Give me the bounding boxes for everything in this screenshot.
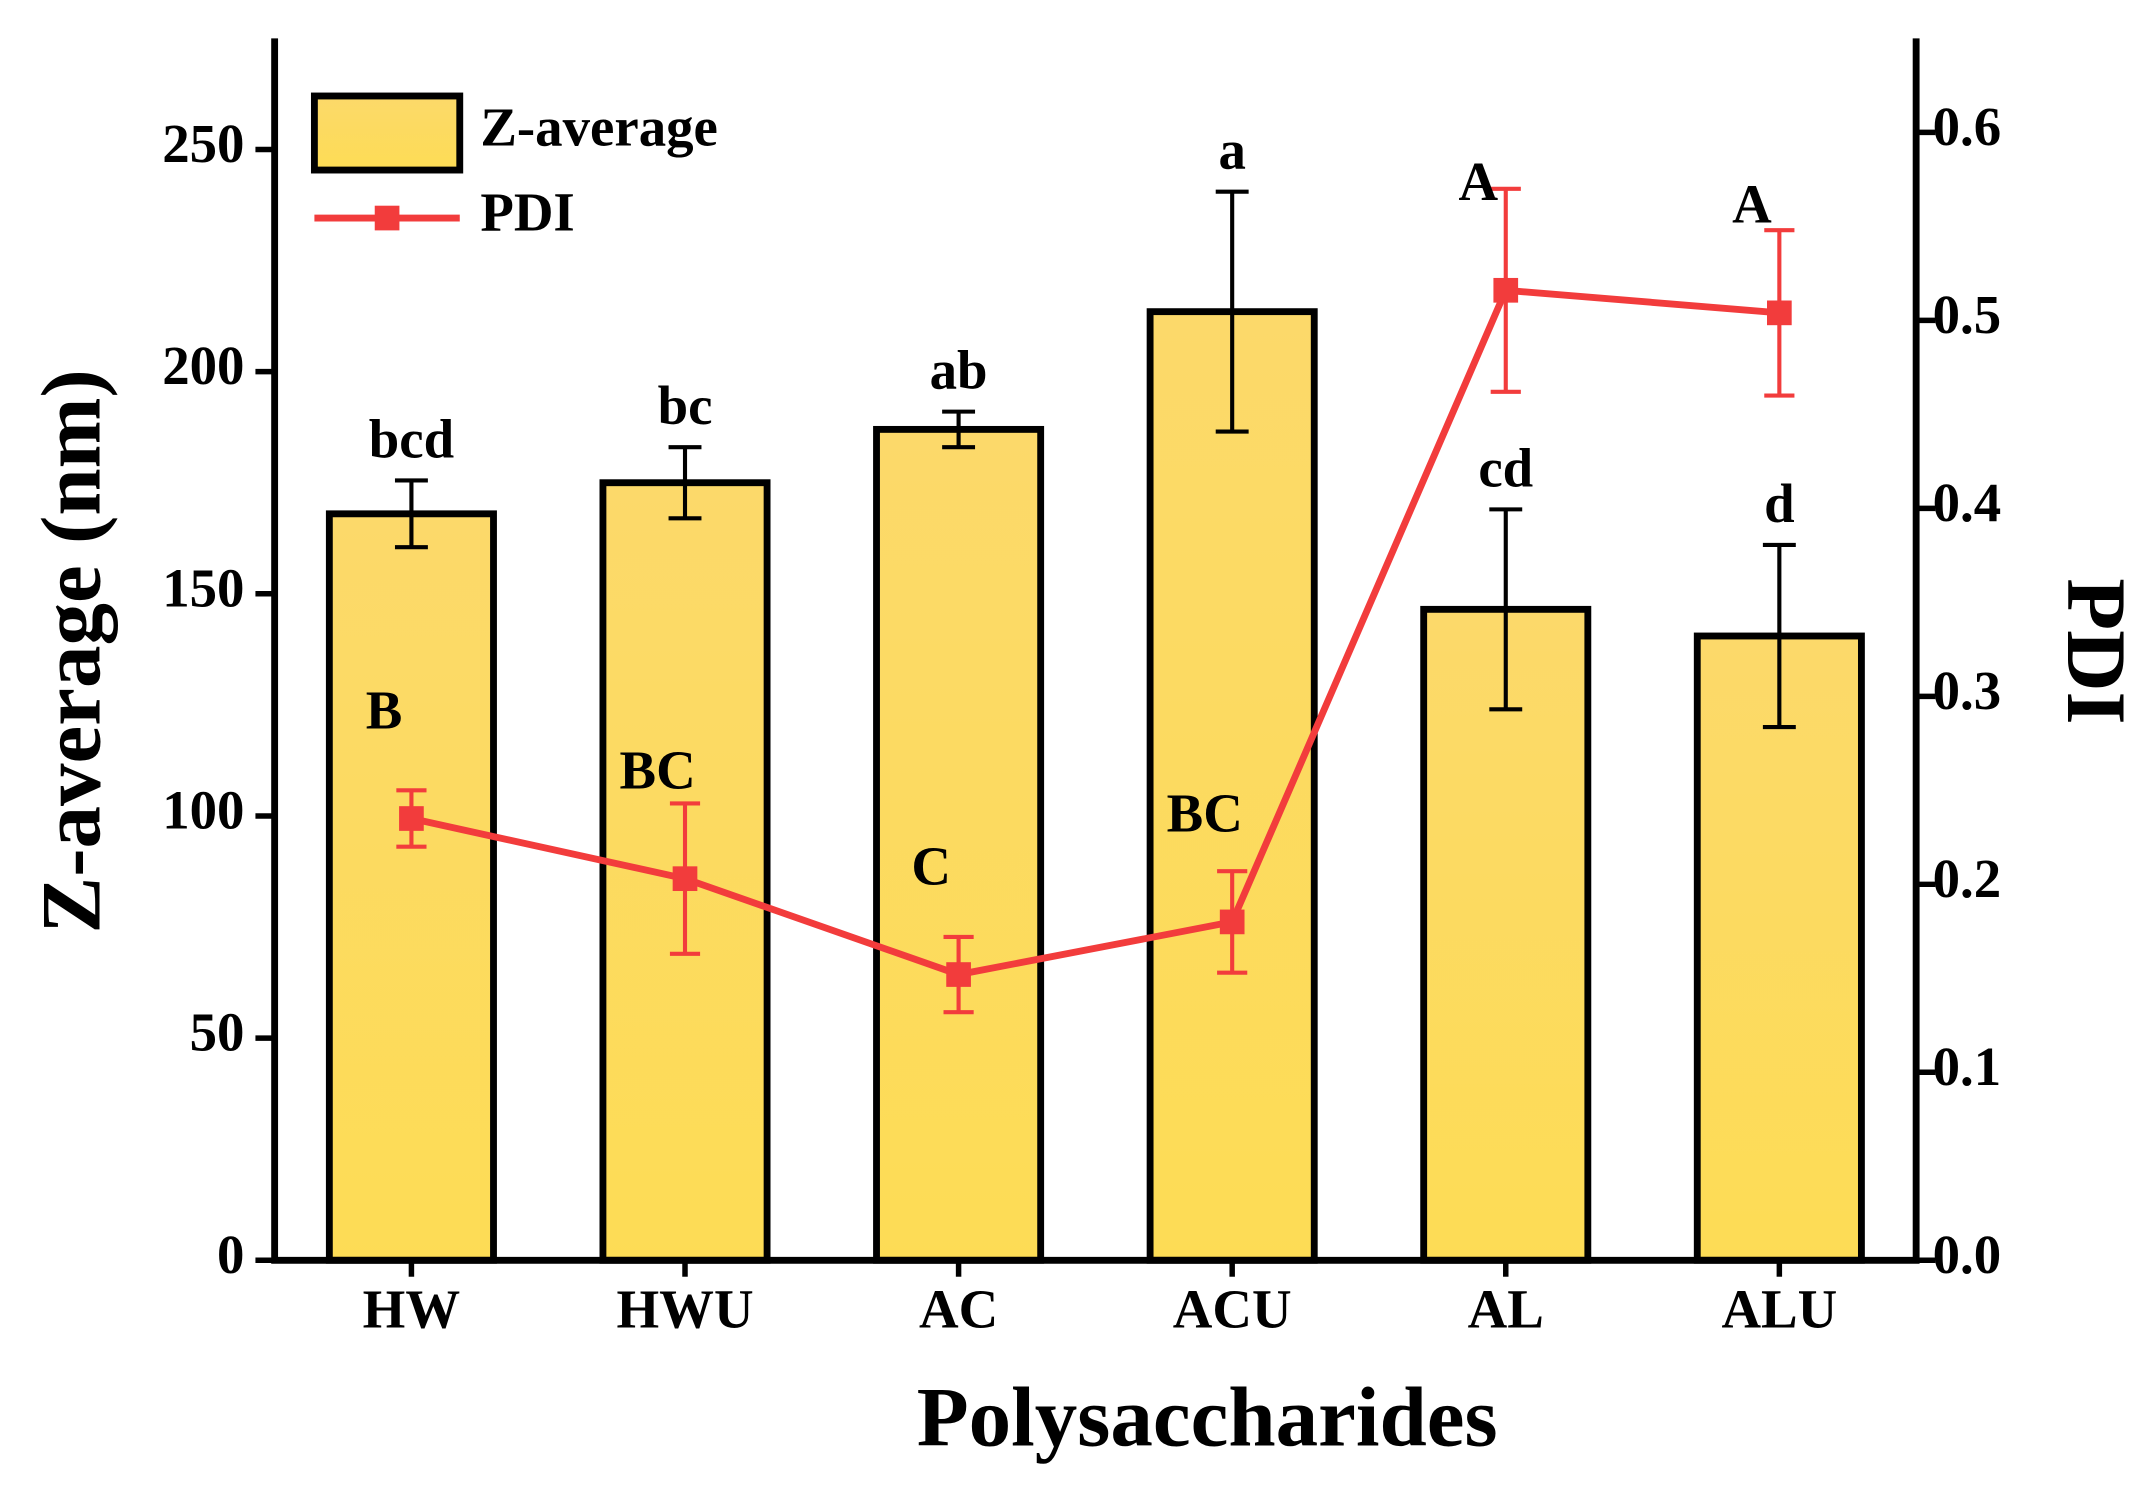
legend-label: PDI: [480, 182, 574, 243]
marker: [672, 866, 698, 892]
bar: [325, 510, 497, 1264]
significance-label: cd: [1478, 437, 1533, 498]
marker: [946, 962, 971, 987]
error-bar: [942, 409, 976, 450]
significance-label: ab: [930, 340, 988, 401]
line: [410, 286, 1780, 979]
y-tick-label: 100: [162, 780, 244, 841]
significance-label: A: [1732, 174, 1772, 235]
x-tick-label: ACU: [1173, 1279, 1292, 1340]
error-bar: [1762, 542, 1796, 730]
x-tick-label: AL: [1468, 1279, 1544, 1340]
significance-label: d: [1764, 473, 1795, 534]
marker: [1767, 300, 1792, 326]
x-tick-label: HW: [363, 1279, 461, 1340]
y-tick-label: 200: [162, 335, 244, 396]
significance-label: bcd: [369, 408, 454, 469]
marker: [1493, 277, 1519, 303]
x-tick-label: AC: [919, 1279, 998, 1340]
error-bar: [1215, 189, 1249, 434]
y-tick-label: 150: [162, 557, 244, 618]
x-axis-title: Polysaccharides: [917, 1371, 1498, 1465]
significance-label: bc: [658, 375, 713, 436]
x-tick-label: HWU: [616, 1279, 753, 1340]
significance-label: B: [366, 679, 403, 740]
y2-tick-label: 0.3: [1933, 660, 2002, 721]
y2-tick-label: 0.1: [1933, 1036, 2002, 1097]
error-bar: [1489, 507, 1523, 712]
error-bar: [394, 478, 428, 550]
y-tick-label: 50: [190, 1002, 245, 1063]
y-axis-title: Z-average (nm): [24, 369, 118, 933]
significance-label: BC: [1167, 783, 1243, 844]
significance-label: BC: [619, 739, 695, 800]
legend-marker: [374, 205, 400, 231]
error-bar: [668, 445, 702, 521]
y2-tick-label: 0.0: [1933, 1224, 2002, 1285]
legend-swatch: [310, 92, 464, 174]
significance-label: C: [911, 835, 951, 896]
y2-axis-title: PDI: [2049, 578, 2143, 724]
y-tick-label: 0: [217, 1224, 244, 1285]
y2-tick-label: 0.4: [1933, 472, 2002, 533]
significance-label: a: [1218, 120, 1245, 181]
y2-tick-label: 0.5: [1933, 284, 2002, 345]
y-tick-label: 250: [162, 113, 244, 174]
x-tick-label: ALU: [1721, 1279, 1837, 1340]
legend-label: Z-average: [480, 97, 718, 158]
bar: [1693, 632, 1865, 1264]
bar: [873, 425, 1045, 1264]
significance-label: A: [1459, 151, 1499, 212]
marker: [399, 806, 424, 831]
y2-tick-label: 0.2: [1933, 848, 2002, 909]
y2-tick-label: 0.6: [1933, 96, 2002, 157]
axes: [271, 38, 1920, 1264]
marker: [1219, 909, 1245, 935]
